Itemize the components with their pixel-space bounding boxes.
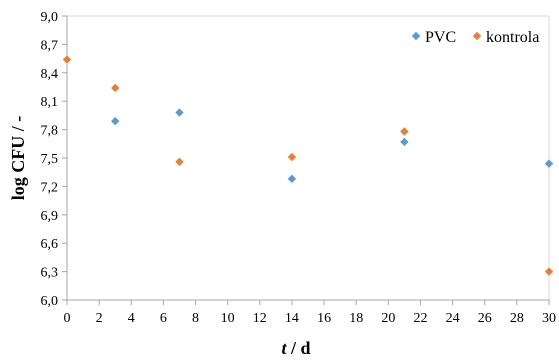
tick-labels: 6,06,36,66,97,27,57,88,18,48,79,00 2 4 6 8 10…	[41, 10, 557, 326]
legend-marker-pvc	[411, 31, 421, 41]
x-tick-label: 6	[160, 311, 167, 326]
point-kontrola	[544, 267, 554, 276]
y-tick-label: 7,2	[41, 180, 59, 195]
plot-area-border	[66, 15, 550, 301]
y-tick-label: 6,6	[41, 237, 59, 252]
x-tick-label: 12	[253, 311, 267, 326]
legend: PVC kontrola	[411, 29, 539, 46]
y-tick-label: 6,3	[41, 266, 59, 281]
x-tick-label: 10	[221, 311, 235, 326]
point-pvc	[544, 159, 554, 168]
point-kontrola	[400, 127, 409, 136]
y-tick-label: 9,0	[41, 10, 59, 25]
point-pvc	[287, 174, 297, 184]
axis-titles: t / d log CFU / -	[8, 116, 311, 358]
x-tick-label: 4	[128, 311, 135, 326]
x-tick-label: 18	[349, 311, 363, 326]
y-axis-title: log CFU / -	[8, 116, 28, 201]
point-kontrola	[111, 83, 120, 93]
axes	[62, 15, 550, 305]
x-tick-label: 22	[413, 311, 427, 326]
x-axis-title: t / d	[281, 338, 310, 358]
y-tick-label: 6,0	[41, 294, 59, 309]
point-kontrola	[62, 55, 72, 64]
x-tick-label: 14	[285, 311, 299, 326]
point-pvc	[111, 116, 120, 126]
legend-label-kontrola: kontrola	[486, 29, 539, 46]
legend-marker-kontrola	[472, 31, 482, 41]
legend-label-pvc: PVC	[425, 29, 456, 46]
x-tick-label: 2	[96, 311, 103, 326]
x-tick-label: 28	[510, 311, 524, 326]
x-tick-label: 20	[381, 311, 395, 326]
y-tick-label: 7,8	[41, 124, 59, 139]
y-tick-label: 8,4	[41, 67, 59, 82]
point-pvc	[175, 108, 184, 117]
y-tick-label: 7,5	[41, 152, 59, 167]
x-tick-label: 8	[192, 311, 199, 326]
y-tick-label: 6,9	[41, 209, 59, 224]
y-tick-label: 8,7	[41, 38, 59, 53]
x-tick-label: 0	[64, 311, 71, 326]
x-tick-label: 24	[446, 311, 460, 326]
point-pvc	[400, 137, 409, 147]
x-tick-label: 26	[478, 311, 492, 326]
x-tick-label: 30	[542, 311, 556, 326]
point-kontrola	[175, 157, 184, 166]
y-tick-label: 8,1	[41, 95, 59, 110]
point-kontrola	[287, 152, 297, 162]
x-tick-label: 16	[317, 311, 331, 326]
data-points	[62, 55, 554, 276]
